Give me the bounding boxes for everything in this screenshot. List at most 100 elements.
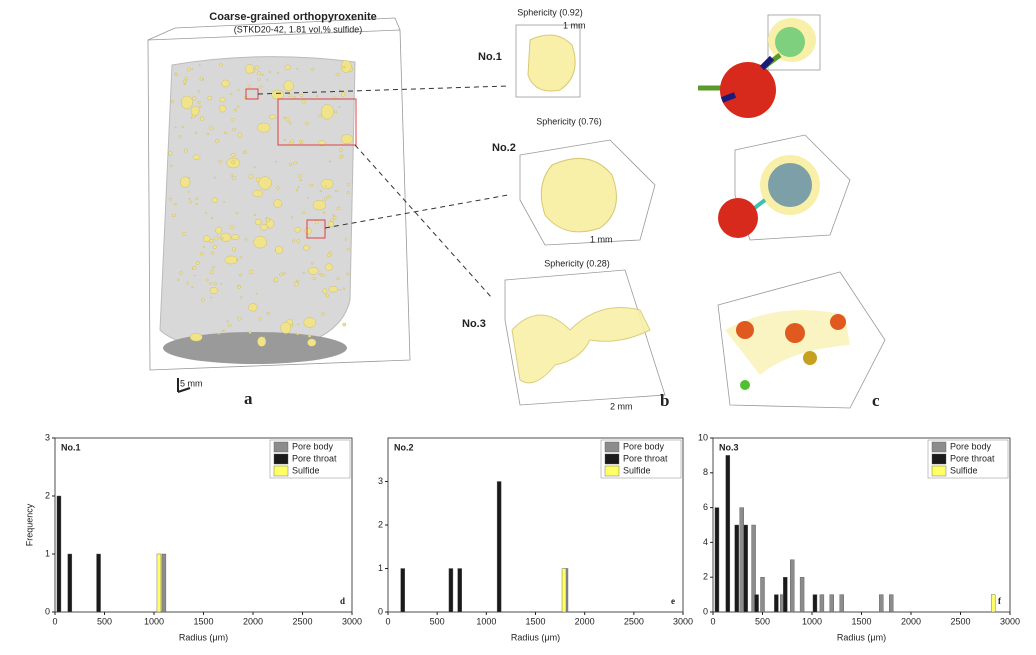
grain bbox=[168, 151, 173, 156]
grain bbox=[234, 108, 238, 112]
grain bbox=[189, 200, 193, 204]
grain bbox=[179, 270, 183, 275]
grain bbox=[182, 232, 187, 236]
grain bbox=[290, 216, 293, 219]
sulfide-grains bbox=[168, 60, 354, 347]
grain bbox=[303, 317, 316, 328]
bar bbox=[751, 524, 756, 613]
grain bbox=[200, 116, 205, 121]
grain bbox=[192, 96, 197, 101]
grain bbox=[210, 251, 214, 255]
grain bbox=[218, 105, 227, 113]
grain bbox=[318, 273, 322, 276]
grain bbox=[244, 238, 248, 241]
bar bbox=[839, 594, 844, 613]
grain bbox=[296, 239, 301, 244]
grain bbox=[190, 117, 193, 119]
grain bbox=[205, 278, 209, 282]
x-tick-label: 500 bbox=[97, 616, 112, 626]
grain bbox=[287, 94, 292, 97]
bar bbox=[829, 594, 834, 613]
plot-area bbox=[387, 437, 684, 613]
grain bbox=[298, 174, 302, 178]
bounding-box bbox=[734, 134, 851, 241]
y-tick-label: 0 bbox=[378, 606, 383, 616]
sphericity: Sphericity (0.76) bbox=[536, 116, 602, 126]
grain bbox=[323, 211, 326, 214]
grain bbox=[316, 95, 318, 97]
grain bbox=[320, 178, 334, 189]
pore-shape bbox=[527, 34, 576, 92]
x-tick-label: 500 bbox=[755, 616, 770, 626]
x-tick-label: 1500 bbox=[525, 616, 545, 626]
x-axis-label: Radius (μm) bbox=[511, 632, 560, 642]
grain bbox=[288, 121, 292, 125]
grain bbox=[324, 263, 333, 271]
grain bbox=[237, 132, 242, 138]
grain bbox=[333, 215, 337, 220]
grain bbox=[327, 253, 332, 258]
grain bbox=[288, 162, 293, 167]
grain bbox=[342, 322, 347, 327]
grain bbox=[252, 189, 263, 197]
grain bbox=[248, 303, 258, 312]
grain bbox=[224, 255, 238, 265]
highlight bbox=[306, 219, 326, 239]
bar bbox=[457, 568, 462, 613]
grain bbox=[248, 174, 254, 179]
bar bbox=[714, 507, 720, 613]
grain bbox=[263, 336, 266, 338]
arrow bbox=[257, 85, 509, 299]
panel-letter: f bbox=[998, 596, 1002, 606]
x-tick-label: 0 bbox=[710, 616, 715, 626]
bar bbox=[400, 568, 405, 613]
grain bbox=[284, 64, 291, 70]
grain bbox=[223, 200, 225, 203]
grain bbox=[319, 190, 323, 193]
grain bbox=[173, 203, 177, 206]
grain bbox=[294, 282, 299, 287]
grain bbox=[168, 198, 173, 201]
grain bbox=[327, 221, 334, 227]
y-tick-label: 3 bbox=[45, 432, 50, 442]
x-tick-label: 1000 bbox=[476, 616, 496, 626]
grain bbox=[190, 105, 200, 116]
grain bbox=[307, 267, 319, 275]
bar bbox=[799, 577, 805, 613]
grain bbox=[235, 259, 239, 261]
grain bbox=[219, 63, 223, 67]
grain bbox=[209, 270, 214, 275]
grain bbox=[196, 261, 200, 265]
grain bbox=[182, 79, 188, 83]
x-tick-label: 1500 bbox=[851, 616, 871, 626]
grain bbox=[171, 99, 175, 103]
grain bbox=[275, 245, 284, 254]
y-tick-label: 8 bbox=[703, 467, 708, 477]
legend-swatch bbox=[604, 465, 620, 477]
grain bbox=[218, 160, 222, 164]
grain bbox=[255, 292, 258, 295]
bar bbox=[879, 594, 884, 613]
grain bbox=[266, 217, 270, 223]
y-tick-label: 4 bbox=[703, 537, 708, 547]
grain bbox=[253, 235, 267, 249]
grain bbox=[295, 279, 300, 283]
pore-body bbox=[775, 27, 805, 57]
pore-body bbox=[803, 351, 817, 365]
grain bbox=[296, 323, 299, 326]
grain bbox=[307, 338, 317, 347]
pore-body bbox=[718, 198, 758, 238]
cylinder-base bbox=[163, 332, 347, 364]
bar bbox=[739, 507, 744, 613]
grain bbox=[215, 226, 223, 235]
grain bbox=[259, 85, 263, 89]
legend-label: Pore throat bbox=[623, 453, 668, 463]
grain bbox=[210, 287, 218, 294]
chart-title: No.2 bbox=[394, 442, 414, 452]
scale-label: 1 mm bbox=[563, 20, 586, 30]
grain bbox=[312, 277, 317, 280]
x-tick-label: 0 bbox=[52, 616, 57, 626]
x-tick-label: 2000 bbox=[901, 616, 921, 626]
grain bbox=[184, 76, 188, 81]
sphericity: Sphericity (0.92) bbox=[517, 7, 583, 17]
